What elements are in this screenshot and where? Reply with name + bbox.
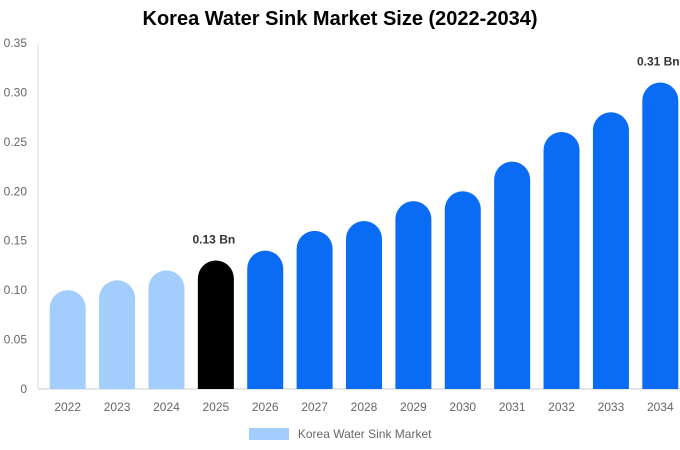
x-tick-label: 2026 (252, 400, 279, 414)
bar-2032 (543, 131, 580, 389)
bar-2027 (296, 230, 333, 389)
bar-2023 (99, 280, 136, 389)
bar-2022 (49, 290, 86, 389)
x-tick-label: 2033 (598, 400, 625, 414)
y-tick-label: 0.10 (4, 283, 28, 297)
x-tick-label: 2022 (54, 400, 81, 414)
chart-title: Korea Water Sink Market Size (2022-2034) (142, 8, 538, 30)
y-axis-ticks: 0 0.05 0.10 0.15 0.20 0.25 0.30 0.35 (4, 36, 28, 396)
data-label-2034: 0.31 Bn (637, 55, 680, 69)
y-tick-label: 0.25 (4, 135, 28, 149)
legend: Korea Water Sink Market (0, 426, 680, 441)
data-label-2025: 0.13 Bn (193, 232, 236, 246)
x-tick-label: 2034 (647, 400, 674, 414)
x-tick-label: 2030 (449, 400, 476, 414)
bar-2033 (592, 112, 629, 389)
x-axis-ticks: 2022 2023 2024 2025 2026 2027 2028 2029 2030 2031… (54, 400, 674, 414)
y-tick-label: 0.30 (4, 85, 28, 99)
x-tick-label: 2027 (301, 400, 328, 414)
x-tick-label: 2029 (400, 400, 427, 414)
x-tick-label: 2023 (104, 400, 131, 414)
bar-2030 (444, 191, 481, 389)
y-tick-label: 0.05 (4, 333, 28, 347)
y-tick-label: 0 (20, 382, 27, 396)
x-tick-label: 2032 (548, 400, 575, 414)
x-tick-label: 2025 (202, 400, 229, 414)
bar-2024 (148, 270, 185, 389)
y-tick-label: 0.15 (4, 234, 28, 248)
data-labels: 0.13 Bn 0.31 Bn (193, 55, 680, 247)
x-tick-label: 2031 (499, 400, 526, 414)
y-tick-label: 0.35 (4, 36, 28, 50)
x-tick-label: 2024 (153, 400, 180, 414)
legend-swatch (248, 427, 289, 440)
bars (49, 82, 679, 390)
x-tick-label: 2028 (351, 400, 378, 414)
bar-2031 (494, 161, 531, 389)
y-tick-label: 0.20 (4, 184, 28, 198)
bar-2028 (346, 220, 382, 389)
bar-2026 (247, 250, 284, 389)
bar-2025 (197, 260, 234, 389)
legend-label: Korea Water Sink Market (297, 426, 432, 441)
bar-2034 (642, 82, 679, 390)
bar-2029 (395, 201, 432, 389)
